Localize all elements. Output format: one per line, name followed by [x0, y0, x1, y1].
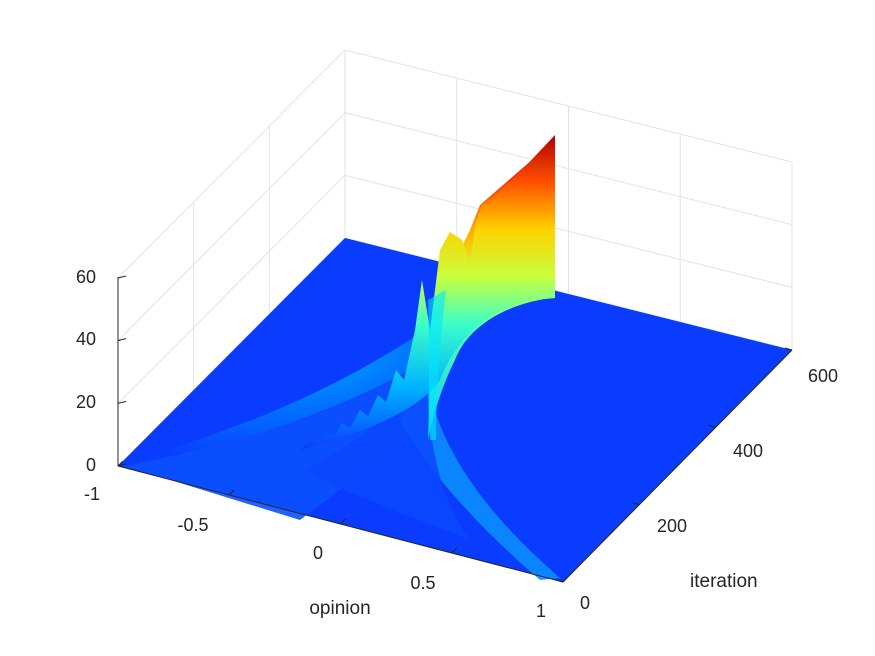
- back-walls: [117, 49, 793, 467]
- gridline-z-left: [117, 174, 346, 404]
- x-tick: [562, 576, 569, 583]
- y-axis-line: [562, 349, 793, 583]
- y-tick: [708, 424, 716, 428]
- y-tick: [784, 347, 793, 351]
- tick-marks: [117, 275, 793, 583]
- gridline-z-left: [117, 112, 346, 342]
- x-tick-label: 1: [536, 601, 546, 621]
- z-tick: [117, 400, 127, 404]
- x-tick-labels: -1 -0.5 0 0.5 1: [84, 484, 546, 621]
- y-tick: [555, 579, 564, 583]
- z-tick: [117, 275, 127, 279]
- x-tick: [117, 460, 124, 467]
- x-axis-label: opinion: [309, 598, 370, 619]
- x-tick-label: -1: [84, 484, 100, 504]
- y-tick-label: 0: [580, 593, 590, 613]
- ridge-bumps: [300, 135, 555, 450]
- y-axis-label: iteration: [690, 571, 758, 592]
- x-tick-label: 0: [313, 543, 323, 563]
- z-tick-label: 40: [76, 329, 96, 349]
- z-tick-label: 60: [76, 267, 96, 287]
- fan-left: [122, 365, 430, 520]
- surface-body: [122, 135, 560, 580]
- x-tick: [340, 518, 346, 525]
- left-back-wall: [118, 50, 345, 466]
- y-tick-label: 600: [808, 366, 838, 386]
- z-tick: [117, 338, 127, 342]
- z-tick: [117, 463, 127, 467]
- ridge-front-highlight: [428, 290, 446, 440]
- z-tick-label: 0: [86, 455, 96, 475]
- gridlines: [117, 49, 793, 467]
- x-tick: [228, 489, 235, 496]
- gridline-z-left: [117, 49, 346, 279]
- z-tick-label: 20: [76, 392, 96, 412]
- y-tick-label: 400: [733, 441, 763, 461]
- x-tick-label: -0.5: [177, 515, 208, 535]
- y-tick-label: 200: [657, 516, 687, 536]
- z-tick-labels: 0 20 40 60: [76, 267, 96, 475]
- y-tick: [632, 502, 640, 506]
- y-tick-labels: 0 200 400 600: [580, 366, 838, 613]
- x-tick-label: 0.5: [410, 573, 435, 593]
- x-tick: [451, 547, 458, 554]
